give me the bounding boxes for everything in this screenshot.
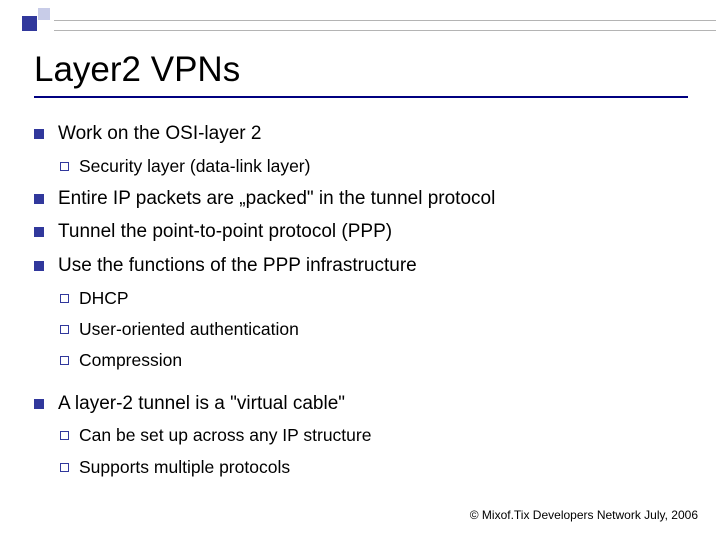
- bullet-item: A layer-2 tunnel is a "virtual cable": [34, 390, 694, 418]
- bullet-hollow-icon: [60, 356, 69, 365]
- title-underline: [34, 96, 688, 98]
- accent-square-light: [38, 8, 50, 20]
- bullet-item: Use the functions of the PPP infrastruct…: [34, 252, 694, 280]
- bullet-text: Work on the OSI-layer 2: [58, 120, 694, 148]
- bullet-item: Tunnel the point-to-point protocol (PPP): [34, 218, 694, 246]
- bullet-text: Use the functions of the PPP infrastruct…: [58, 252, 694, 280]
- bullet-hollow-icon: [60, 325, 69, 334]
- bullet-square-icon: [34, 399, 44, 409]
- bullet-item: Work on the OSI-layer 2: [34, 120, 694, 148]
- bullet-text: Can be set up across any IP structure: [79, 423, 694, 448]
- bullet-square-icon: [34, 194, 44, 204]
- bullet-square-icon: [34, 227, 44, 237]
- sub-bullet-item: Security layer (data-link layer): [34, 154, 694, 179]
- accent-line: [54, 30, 716, 31]
- bullet-square-icon: [34, 129, 44, 139]
- bullet-text: DHCP: [79, 286, 694, 311]
- bullet-text: A layer-2 tunnel is a "virtual cable": [58, 390, 694, 418]
- bullet-hollow-icon: [60, 463, 69, 472]
- bullet-text: Compression: [79, 348, 694, 373]
- bullet-square-icon: [34, 261, 44, 271]
- bullet-text: Security layer (data-link layer): [79, 154, 694, 179]
- slide-content: Work on the OSI-layer 2 Security layer (…: [34, 120, 694, 486]
- bullet-hollow-icon: [60, 294, 69, 303]
- sub-bullet-item: Supports multiple protocols: [34, 455, 694, 480]
- accent-line: [54, 20, 716, 21]
- header-accent: [0, 0, 720, 34]
- bullet-hollow-icon: [60, 162, 69, 171]
- bullet-hollow-icon: [60, 431, 69, 440]
- sub-bullet-item: DHCP: [34, 286, 694, 311]
- sub-bullet-item: Compression: [34, 348, 694, 373]
- footer-copyright: © Mixof.Tix Developers Network July, 200…: [470, 508, 698, 522]
- sub-bullet-item: User-oriented authentication: [34, 317, 694, 342]
- bullet-item: Entire IP packets are „packed" in the tu…: [34, 185, 694, 213]
- sub-bullet-item: Can be set up across any IP structure: [34, 423, 694, 448]
- bullet-text: Tunnel the point-to-point protocol (PPP): [58, 218, 694, 246]
- slide-title: Layer2 VPNs: [34, 50, 240, 90]
- bullet-text: Entire IP packets are „packed" in the tu…: [58, 185, 694, 213]
- bullet-text: Supports multiple protocols: [79, 455, 694, 480]
- accent-square-dark: [22, 16, 37, 31]
- bullet-text: User-oriented authentication: [79, 317, 694, 342]
